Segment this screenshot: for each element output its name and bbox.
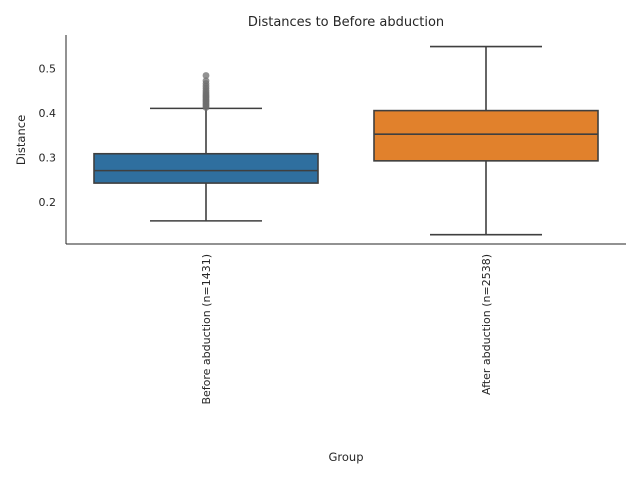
y-axis-label: Distance [14, 115, 28, 165]
x-ticks: Before abduction (n=1431) After abduction… [200, 254, 493, 405]
box-group [93, 72, 319, 222]
y-tick-label: 0.3 [39, 151, 57, 164]
box-group [373, 45, 599, 236]
x-axis-label: Group [328, 450, 363, 464]
y-ticks: 0.2 0.3 0.4 0.5 [39, 62, 57, 208]
box-body [93, 152, 319, 184]
chart-title: Distances to Before abduction [248, 15, 444, 30]
box-body [373, 109, 599, 162]
plot-area [93, 45, 599, 236]
outlier-point [202, 72, 210, 79]
x-tick-label: After abduction (n=2538) [480, 254, 493, 395]
x-tick-label: Before abduction (n=1431) [200, 254, 213, 405]
y-tick-label: 0.5 [39, 62, 57, 75]
outlier-point [202, 77, 210, 85]
y-tick-label: 0.2 [39, 196, 57, 209]
y-tick-label: 0.4 [39, 107, 57, 120]
